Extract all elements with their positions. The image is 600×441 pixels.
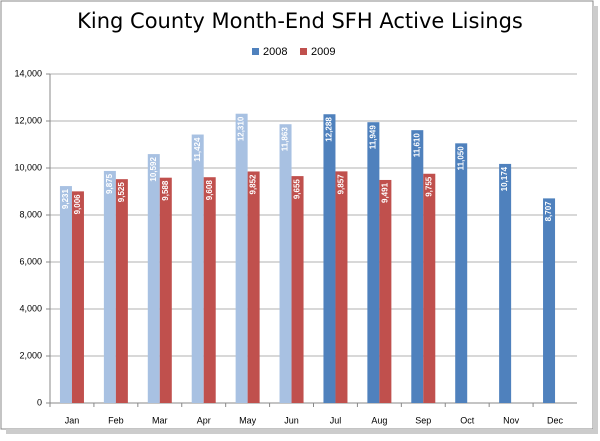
value-label: 12,288 xyxy=(325,117,334,142)
bar xyxy=(543,198,556,403)
value-label: 12,310 xyxy=(237,116,246,141)
bar xyxy=(247,171,260,403)
bar xyxy=(103,170,116,403)
legend-swatch xyxy=(300,48,307,55)
value-label: 9,491 xyxy=(380,182,389,203)
value-label: 11,424 xyxy=(193,137,202,162)
x-tick-label: Jan xyxy=(65,415,80,425)
bar xyxy=(191,134,204,403)
value-label: 9,525 xyxy=(117,182,126,203)
y-tick-label: 2,000 xyxy=(19,350,42,360)
shadow xyxy=(593,6,598,433)
x-tick-label: Aug xyxy=(371,415,387,425)
x-tick-label: Nov xyxy=(503,415,520,425)
chart-title: King County Month-End SFH Active Lisings xyxy=(77,9,523,33)
bar xyxy=(423,173,436,403)
value-label: 11,863 xyxy=(281,127,290,152)
y-tick-label: 6,000 xyxy=(19,256,42,266)
value-label: 10,592 xyxy=(149,157,158,182)
y-tick-label: 4,000 xyxy=(19,303,42,313)
y-tick-label: 8,000 xyxy=(19,209,42,219)
x-tick-label: Apr xyxy=(197,415,211,425)
bar xyxy=(367,122,380,404)
x-tick-label: Sep xyxy=(415,415,431,425)
x-tick-label: Jun xyxy=(284,415,299,425)
y-tick-label: 10,000 xyxy=(14,162,42,172)
shadow xyxy=(6,429,598,434)
bar xyxy=(499,163,512,403)
legend-label: 2008 xyxy=(263,46,287,58)
y-tick-label: 12,000 xyxy=(14,115,42,125)
x-tick-label: Jul xyxy=(330,415,342,425)
x-tick-label: Feb xyxy=(108,415,124,425)
value-label: 9,608 xyxy=(205,180,214,201)
bar xyxy=(59,186,72,403)
value-label: 9,588 xyxy=(161,180,170,201)
bar xyxy=(379,179,392,403)
value-label: 9,231 xyxy=(61,189,70,210)
x-tick-label: Mar xyxy=(152,415,168,425)
bar xyxy=(235,113,248,403)
bar xyxy=(147,154,160,403)
bar xyxy=(71,191,84,403)
value-label: 9,006 xyxy=(73,194,82,215)
x-tick-label: May xyxy=(239,415,257,425)
x-tick-label: Dec xyxy=(547,415,564,425)
value-label: 9,875 xyxy=(105,173,114,194)
value-label: 8,707 xyxy=(544,201,553,222)
bar xyxy=(291,176,304,403)
legend-swatch xyxy=(252,48,259,55)
y-tick-label: 14,000 xyxy=(14,68,42,78)
y-tick-label: 0 xyxy=(37,397,42,407)
value-label: 9,655 xyxy=(293,179,302,200)
value-label: 9,852 xyxy=(249,174,258,195)
bar xyxy=(455,143,468,403)
value-label: 11,610 xyxy=(412,133,421,158)
value-label: 11,050 xyxy=(456,146,465,171)
bar xyxy=(411,130,424,404)
x-tick-label: Oct xyxy=(460,415,475,425)
legend-label: 2009 xyxy=(311,46,335,58)
bar xyxy=(115,179,128,403)
value-label: 9,755 xyxy=(424,176,433,197)
value-label: 10,174 xyxy=(500,166,509,191)
bar xyxy=(159,177,172,403)
bar xyxy=(323,114,336,404)
value-label: 9,857 xyxy=(337,174,346,195)
bar xyxy=(335,171,348,403)
value-label: 11,949 xyxy=(368,125,377,150)
bar xyxy=(203,177,216,403)
bar xyxy=(279,124,292,404)
